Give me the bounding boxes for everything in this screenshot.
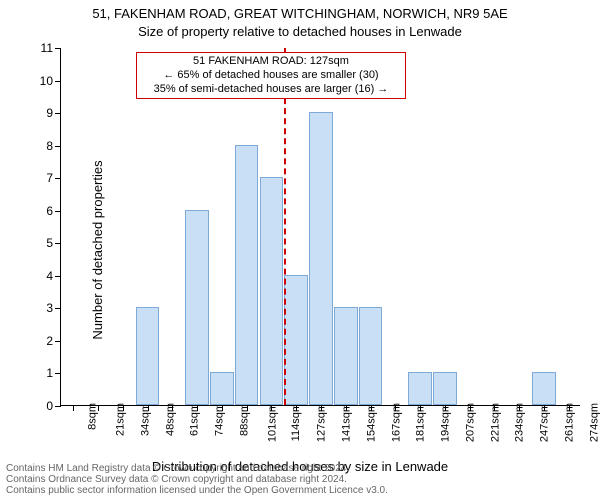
histogram-bar (334, 307, 358, 405)
y-tick (55, 81, 61, 82)
y-tick-label: 6 (46, 204, 53, 218)
y-tick-label: 1 (46, 366, 53, 380)
x-tick (222, 405, 223, 411)
x-tick (321, 405, 322, 411)
footer-line: Contains Ordnance Survey data © Crown co… (6, 474, 388, 485)
y-tick-label: 0 (46, 399, 53, 413)
x-tick (470, 405, 471, 411)
y-tick (55, 373, 61, 374)
x-tick (569, 405, 570, 411)
y-tick (55, 406, 61, 407)
y-tick-label: 8 (46, 139, 53, 153)
histogram-bar (309, 112, 333, 405)
x-tick (98, 405, 99, 411)
x-tick (445, 405, 446, 411)
x-tick-label: 8sqm (87, 403, 99, 430)
x-tick (197, 405, 198, 411)
x-tick (172, 405, 173, 411)
y-tick-label: 3 (46, 301, 53, 315)
x-tick-label: 274sqm (588, 403, 600, 442)
y-tick-label: 7 (46, 171, 53, 185)
y-tick (55, 113, 61, 114)
histogram-bar (136, 307, 160, 405)
x-tick (148, 405, 149, 411)
callout-line: 35% of semi-detached houses are larger (… (143, 83, 399, 97)
y-tick (55, 178, 61, 179)
y-tick (55, 48, 61, 49)
histogram-bar (359, 307, 383, 405)
y-tick (55, 276, 61, 277)
histogram-bar (210, 372, 234, 405)
x-tick (371, 405, 372, 411)
callout-box: 51 FAKENHAM ROAD: 127sqm← 65% of detache… (136, 52, 406, 99)
chart-title-main: 51, FAKENHAM ROAD, GREAT WITCHINGHAM, NO… (0, 6, 600, 21)
footer-line: Contains HM Land Registry data © Crown c… (6, 463, 388, 474)
plot-area: 012345678910118sqm21sqm34sqm48sqm61sqm74… (60, 48, 580, 406)
y-tick-label: 2 (46, 334, 53, 348)
callout-line: ← 65% of detached houses are smaller (30… (143, 69, 399, 83)
x-tick (73, 405, 74, 411)
x-tick-label: 61sqm (189, 403, 201, 436)
x-tick (420, 405, 421, 411)
histogram-bar (260, 177, 284, 405)
y-tick-label: 11 (41, 41, 53, 55)
y-tick (55, 308, 61, 309)
histogram-bar (235, 145, 259, 405)
footer-attribution: Contains HM Land Registry data © Crown c… (6, 463, 388, 496)
y-tick (55, 243, 61, 244)
x-tick-label: 34sqm (139, 403, 151, 436)
callout-line: 51 FAKENHAM ROAD: 127sqm (143, 55, 399, 69)
x-tick-label: 21sqm (115, 403, 127, 436)
histogram-bar (185, 210, 209, 405)
x-tick (247, 405, 248, 411)
x-tick (123, 405, 124, 411)
chart-title-sub: Size of property relative to detached ho… (0, 24, 600, 39)
reference-line (284, 48, 286, 405)
x-tick-label: 48sqm (164, 403, 176, 436)
x-tick (519, 405, 520, 411)
histogram-bar (408, 372, 432, 405)
x-tick-label: 88sqm (238, 403, 250, 436)
x-tick (544, 405, 545, 411)
y-tick (55, 211, 61, 212)
histogram-bar (532, 372, 556, 405)
x-tick-label: 74sqm (214, 403, 226, 436)
x-tick (494, 405, 495, 411)
chart-container: 51, FAKENHAM ROAD, GREAT WITCHINGHAM, NO… (0, 0, 600, 500)
y-tick (55, 146, 61, 147)
y-tick-label: 10 (40, 74, 53, 88)
x-tick (271, 405, 272, 411)
footer-line: Contains public sector information licen… (6, 485, 388, 496)
x-tick (296, 405, 297, 411)
y-tick-label: 9 (46, 106, 53, 120)
x-tick (395, 405, 396, 411)
x-tick (346, 405, 347, 411)
y-tick-label: 4 (46, 269, 53, 283)
y-tick (55, 341, 61, 342)
y-tick-label: 5 (46, 236, 53, 250)
histogram-bar (284, 275, 308, 405)
histogram-bar (433, 372, 457, 405)
